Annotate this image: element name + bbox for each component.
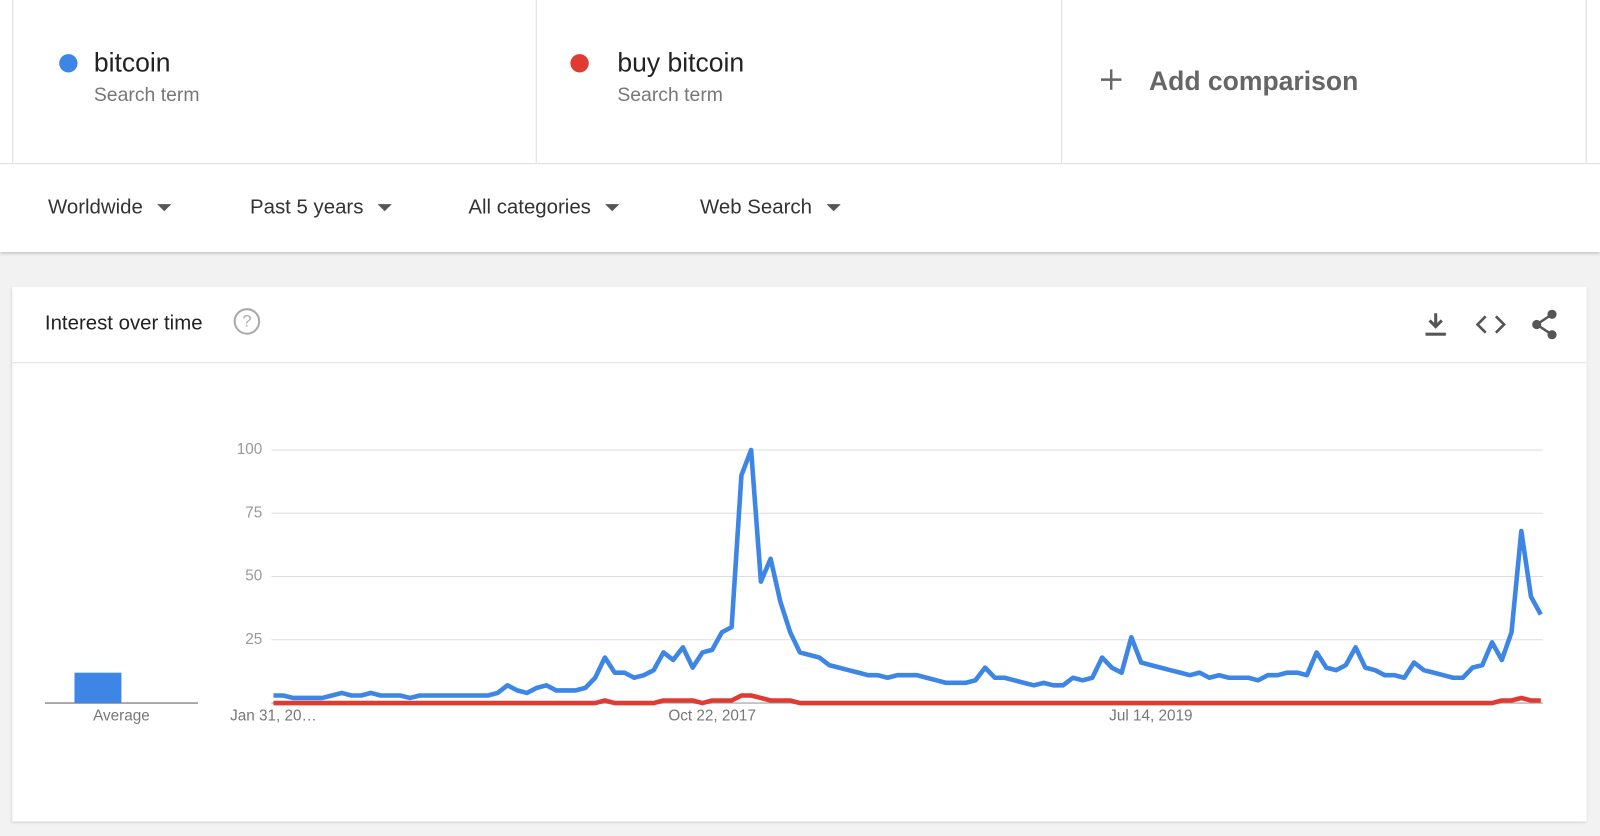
term-subtitle: Search term	[617, 84, 723, 107]
card-title: Interest over time	[44, 312, 203, 335]
term-color-dot	[570, 54, 589, 73]
dropdown-arrow	[157, 204, 172, 212]
embed-icon[interactable]	[1475, 313, 1506, 335]
term-subtitle: Search term	[93, 84, 200, 107]
share-icon[interactable]	[1531, 309, 1560, 340]
filter-bar	[0, 164, 1600, 253]
help-icon[interactable]: ?	[233, 307, 262, 336]
term-name: buy bitcoin	[617, 46, 745, 78]
filter-dropdown[interactable]: Past 5 years	[249, 195, 393, 219]
add-comparison-label: Add comparison	[1148, 65, 1359, 96]
dropdown-arrow	[826, 204, 841, 212]
filter-dropdown[interactable]: Worldwide	[47, 195, 172, 219]
filter-label: Past 5 years	[249, 195, 364, 219]
interest-card	[12, 286, 1587, 822]
term-color-dot	[59, 54, 78, 73]
term-cell[interactable]: bitcoin Search term	[12, 0, 535, 164]
add-comparison[interactable]: Add comparison	[1061, 0, 1587, 164]
svg-text:?: ?	[242, 313, 251, 331]
term-cell[interactable]: buy bitcoin Search term	[535, 0, 1062, 164]
filter-label: Web Search	[699, 195, 812, 219]
filter-dropdown[interactable]: All categories	[468, 195, 620, 219]
dropdown-arrow	[605, 204, 620, 212]
dropdown-arrow	[377, 204, 393, 212]
download-icon[interactable]	[1423, 311, 1447, 338]
filter-label: All categories	[468, 195, 591, 219]
compare-header: bitcoin Search term buy bitcoin Search t…	[0, 0, 1600, 165]
card-header: Interest over time ?	[12, 287, 1587, 364]
term-name: bitcoin	[93, 46, 171, 78]
plus-icon	[1101, 69, 1122, 90]
filter-dropdown[interactable]: Web Search	[699, 195, 841, 219]
filter-label: Worldwide	[47, 195, 143, 219]
